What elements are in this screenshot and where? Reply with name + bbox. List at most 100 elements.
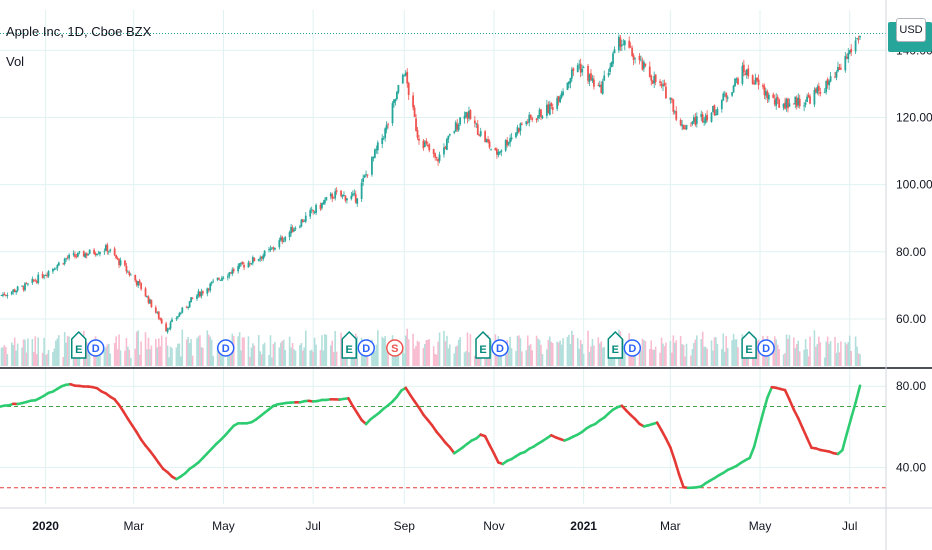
candle-body bbox=[4, 295, 7, 296]
volume-bar bbox=[468, 352, 470, 366]
candle-body bbox=[119, 260, 122, 266]
volume-bar bbox=[735, 339, 738, 366]
candle-body bbox=[341, 194, 344, 197]
event-marker-d[interactable]: D bbox=[357, 339, 375, 357]
rsi-segment bbox=[664, 437, 672, 449]
candle-body bbox=[37, 274, 40, 283]
volume-bar bbox=[93, 353, 95, 366]
volume-bar bbox=[696, 335, 698, 366]
volume-bar bbox=[416, 340, 419, 366]
event-marker-e[interactable]: E bbox=[341, 330, 357, 359]
candle-body bbox=[844, 55, 847, 71]
volume-bar bbox=[281, 340, 284, 366]
volume-bar bbox=[240, 350, 242, 366]
candle-body bbox=[703, 121, 706, 123]
candle-body bbox=[632, 55, 635, 60]
candle-body bbox=[579, 63, 582, 73]
candle-body bbox=[745, 69, 748, 76]
volume-bar bbox=[249, 356, 251, 366]
event-marker-d[interactable]: D bbox=[491, 339, 509, 357]
candle-body bbox=[88, 249, 91, 254]
candle-body bbox=[24, 283, 26, 291]
volume-bar bbox=[857, 353, 860, 366]
volume-bar bbox=[55, 340, 57, 366]
volume-bar bbox=[669, 340, 672, 366]
volume-bar bbox=[278, 347, 281, 366]
event-marker-e[interactable]: E bbox=[741, 330, 757, 359]
currency-button[interactable]: USD bbox=[896, 18, 926, 42]
event-marker-e[interactable]: E bbox=[475, 330, 491, 359]
dividend-badge-icon bbox=[491, 339, 509, 357]
candle-body bbox=[168, 328, 170, 330]
volume-bar bbox=[818, 336, 820, 366]
chart-title: Apple Inc, 1D, Cboe BZX bbox=[6, 24, 152, 39]
candle-body bbox=[826, 79, 829, 85]
candle-body bbox=[391, 103, 394, 124]
volume-bar bbox=[209, 336, 212, 366]
event-marker-e[interactable]: E bbox=[607, 330, 624, 359]
event-marker-s[interactable]: S bbox=[386, 339, 404, 357]
candle-body bbox=[529, 114, 532, 118]
earnings-badge-icon bbox=[70, 330, 87, 359]
volume-bar bbox=[681, 344, 683, 366]
candle-body bbox=[54, 268, 57, 270]
event-marker-d[interactable]: D bbox=[216, 339, 235, 357]
candle-body bbox=[829, 76, 832, 82]
volume-bar bbox=[415, 345, 417, 366]
candle-body bbox=[335, 190, 338, 192]
volume-bar bbox=[803, 349, 805, 366]
volume-bar bbox=[597, 337, 600, 366]
rsi-segment bbox=[761, 396, 769, 415]
candle-body bbox=[229, 272, 232, 274]
candle-body bbox=[798, 98, 801, 107]
volume-bar bbox=[144, 332, 147, 366]
volume-bar bbox=[684, 356, 686, 366]
volume-bar bbox=[37, 337, 40, 366]
candle-body bbox=[185, 307, 188, 308]
candle-body bbox=[166, 328, 169, 333]
candle-body bbox=[817, 85, 820, 91]
volume-bar bbox=[237, 336, 239, 366]
volume-bar bbox=[43, 337, 45, 366]
volume-bar bbox=[96, 356, 98, 366]
candle-body bbox=[135, 280, 138, 285]
volume-bar bbox=[346, 355, 348, 366]
price-axis-tick-label: 100.00 bbox=[896, 178, 932, 192]
candle-body bbox=[838, 67, 841, 70]
candle-body bbox=[582, 67, 585, 69]
volume-bar bbox=[177, 343, 179, 366]
candle-body bbox=[304, 215, 307, 222]
volume-bar bbox=[274, 341, 276, 366]
candle-body bbox=[684, 128, 686, 130]
rsi-segment bbox=[748, 445, 756, 460]
candle-body bbox=[787, 98, 789, 109]
event-marker-d[interactable]: D bbox=[86, 339, 105, 357]
candle-body bbox=[638, 55, 641, 61]
candle-body bbox=[541, 116, 544, 119]
candle-body bbox=[795, 97, 798, 107]
candle-body bbox=[747, 68, 750, 77]
volume-bar bbox=[169, 346, 172, 366]
volume-bar bbox=[65, 342, 67, 366]
volume-bar bbox=[737, 347, 739, 366]
candle-body bbox=[2, 294, 4, 296]
candle-body bbox=[794, 96, 797, 105]
candle-body bbox=[416, 130, 419, 138]
volume-bar bbox=[196, 338, 198, 366]
event-marker-d[interactable]: D bbox=[623, 339, 642, 357]
candle-body bbox=[115, 255, 118, 259]
candle-body bbox=[323, 200, 326, 204]
volume-bar bbox=[24, 339, 26, 366]
candle-body bbox=[47, 270, 50, 277]
candle-body bbox=[497, 151, 500, 156]
event-marker-d[interactable]: D bbox=[757, 339, 775, 357]
event-marker-e[interactable]: E bbox=[70, 330, 87, 359]
volume-bar bbox=[665, 342, 667, 366]
candle-body bbox=[165, 323, 168, 332]
volume-bar bbox=[638, 352, 641, 366]
volume-bar bbox=[510, 348, 513, 366]
volume-bar bbox=[797, 340, 800, 366]
candle-body bbox=[816, 86, 819, 94]
